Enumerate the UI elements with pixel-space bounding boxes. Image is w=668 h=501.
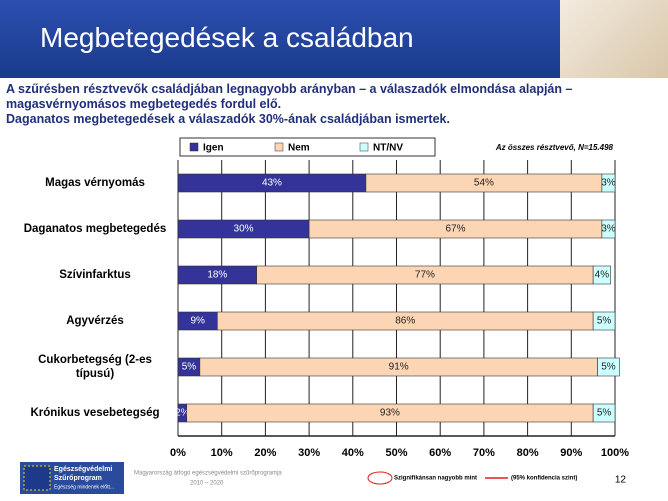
- slide-title: Megbetegedések a családban: [40, 22, 414, 53]
- x-tick-label: 0%: [170, 447, 186, 459]
- value-label: 4%: [595, 270, 610, 281]
- chart-note: Az összes résztvevő, N=15.498: [495, 143, 614, 152]
- category-label: Krónikus vesebetegség: [30, 407, 160, 419]
- legend-circle: [367, 471, 393, 485]
- x-tick-label: 50%: [385, 447, 407, 459]
- x-tick-label: 40%: [342, 447, 364, 459]
- footer-program: 2010 – 2020: [190, 481, 224, 487]
- header-band: [0, 0, 560, 78]
- category-label: Daganatos megbetegedés: [23, 223, 167, 235]
- bar-segment: [601, 173, 616, 193]
- category-label: Agyvérzés: [66, 315, 124, 327]
- logo-text: Egészség mindenek előtt...: [54, 484, 114, 490]
- legend-label: Igen: [203, 143, 224, 154]
- legend-label: NT/NV: [373, 143, 403, 154]
- value-label: 3%: [601, 178, 616, 189]
- x-tick-label: 60%: [429, 447, 451, 459]
- bar-segment: [597, 357, 620, 377]
- footer-legend: Szignifikánsan nagyobb mint: [394, 476, 477, 482]
- value-label: 43%: [262, 178, 282, 189]
- legend-swatch: [359, 142, 369, 152]
- value-label: 9%: [190, 316, 205, 327]
- value-label: 77%: [415, 270, 435, 281]
- intro-line: A szűrésben résztvevők családjában legna…: [6, 82, 573, 111]
- logo-text: Szűrőprogram: [54, 475, 102, 482]
- header-photo: [560, 0, 668, 78]
- logo-text: Egészségvédelmi: [54, 466, 112, 473]
- intro: A szűrésben résztvevők családjában legna…: [6, 82, 656, 127]
- footer-legend: (95% konfidencia szint): [511, 476, 577, 482]
- page-number: 12: [615, 475, 627, 486]
- category-label: Szívinfarktus: [59, 269, 131, 281]
- x-tick-label: 100%: [601, 447, 629, 459]
- category-label: Cukorbetegség (2-es típusú): [38, 354, 152, 380]
- eu-flag: [23, 465, 51, 491]
- x-tick-label: 80%: [517, 447, 539, 459]
- x-tick-label: 20%: [254, 447, 276, 459]
- legend-swatch: [189, 142, 199, 152]
- value-label: 18%: [207, 270, 227, 281]
- value-label: 93%: [380, 408, 400, 419]
- value-label: 3%: [601, 224, 616, 235]
- x-tick-label: 90%: [560, 447, 582, 459]
- legend-swatch: [274, 142, 284, 152]
- value-label: 67%: [445, 224, 465, 235]
- value-label: 30%: [234, 224, 254, 235]
- value-label: 5%: [182, 362, 197, 373]
- bar-segment: [592, 311, 616, 331]
- intro-line: Daganatos megbetegedések a válaszadók 30…: [6, 112, 450, 126]
- category-label: Magas vérnyomás: [45, 177, 145, 189]
- value-label: 91%: [389, 362, 409, 373]
- legend-label: Nem: [288, 143, 310, 154]
- x-tick-label: 70%: [473, 447, 495, 459]
- bar-segment: [601, 219, 616, 239]
- value-label: 2%: [175, 408, 190, 419]
- legend-box: [179, 137, 436, 157]
- value-label: 54%: [474, 178, 494, 189]
- bar-segment: [592, 265, 611, 285]
- value-label: 5%: [597, 408, 612, 419]
- x-tick-label: 30%: [298, 447, 320, 459]
- value-label: 86%: [395, 316, 415, 327]
- footer-program: Magyarország átfogó egészségvédelmi szűr…: [134, 471, 282, 477]
- x-tick-label: 10%: [211, 447, 233, 459]
- value-label: 5%: [597, 316, 612, 327]
- bar-segment: [592, 403, 616, 423]
- value-label: 5%: [601, 362, 616, 373]
